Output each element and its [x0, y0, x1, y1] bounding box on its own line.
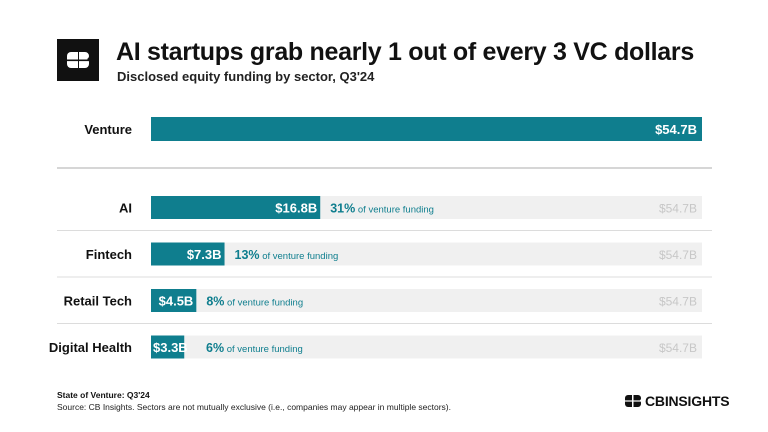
bar-ai [151, 196, 321, 219]
track-label-digital-health: $54.7B [659, 341, 697, 355]
bar-retail-tech [151, 289, 197, 312]
track-retail-tech [151, 289, 702, 312]
track-label-ai: $54.7B [659, 202, 697, 216]
share-pct-retail-tech: 8% [206, 295, 224, 309]
cb-brand-icon [625, 395, 641, 407]
share-label-ai: 31% of venture funding [330, 202, 434, 216]
track-digital-health [151, 335, 702, 359]
footer-report-title: State of Venture: Q3'24 [57, 390, 150, 400]
bar-venture [151, 117, 702, 141]
footer-source-note: Source: CB Insights. Sectors are not mut… [57, 402, 452, 412]
brand-wordmark: CBINSIGHTS [645, 393, 730, 409]
value-label-venture: $54.7B [655, 122, 697, 137]
track-label-fintech: $54.7B [659, 248, 697, 262]
share-suffix-ai: of venture funding [355, 205, 434, 216]
value-label-fintech: $7.3B [187, 247, 222, 262]
category-label-ai: AI [119, 201, 132, 216]
category-label-retail-tech: Retail Tech [64, 294, 132, 309]
cb-insights-logo [57, 39, 99, 81]
share-label-fintech: 13% of venture funding [235, 248, 339, 262]
cb-logo-icon [67, 52, 89, 68]
share-suffix-retail-tech: of venture funding [224, 298, 303, 309]
value-label-ai: $16.8B [275, 201, 317, 216]
share-label-digital-health: 6% of venture funding [206, 341, 303, 355]
cb-insights-brand: CBINSIGHTS [624, 393, 730, 409]
chart-subtitle: Disclosed equity funding by sector, Q3'2… [117, 69, 375, 84]
bar-fintech [151, 242, 225, 266]
category-label-fintech: Fintech [86, 247, 132, 262]
share-pct-digital-health: 6% [206, 341, 224, 355]
category-label-venture: Venture [84, 122, 132, 137]
value-label-digital-health: $3.3B [153, 340, 188, 355]
share-suffix-fintech: of venture funding [260, 251, 339, 262]
share-pct-fintech: 13% [235, 248, 260, 262]
share-label-retail-tech: 8% of venture funding [206, 295, 303, 309]
chart-title: AI startups grab nearly 1 out of every 3… [116, 38, 694, 66]
track-fintech [151, 242, 702, 266]
track-label-retail-tech: $54.7B [659, 295, 697, 309]
share-pct-ai: 31% [330, 202, 355, 216]
category-label-digital-health: Digital Health [49, 340, 132, 355]
share-suffix-digital-health: of venture funding [224, 344, 303, 355]
value-label-retail-tech: $4.5B [159, 294, 194, 309]
bar-digital-health [151, 335, 185, 359]
